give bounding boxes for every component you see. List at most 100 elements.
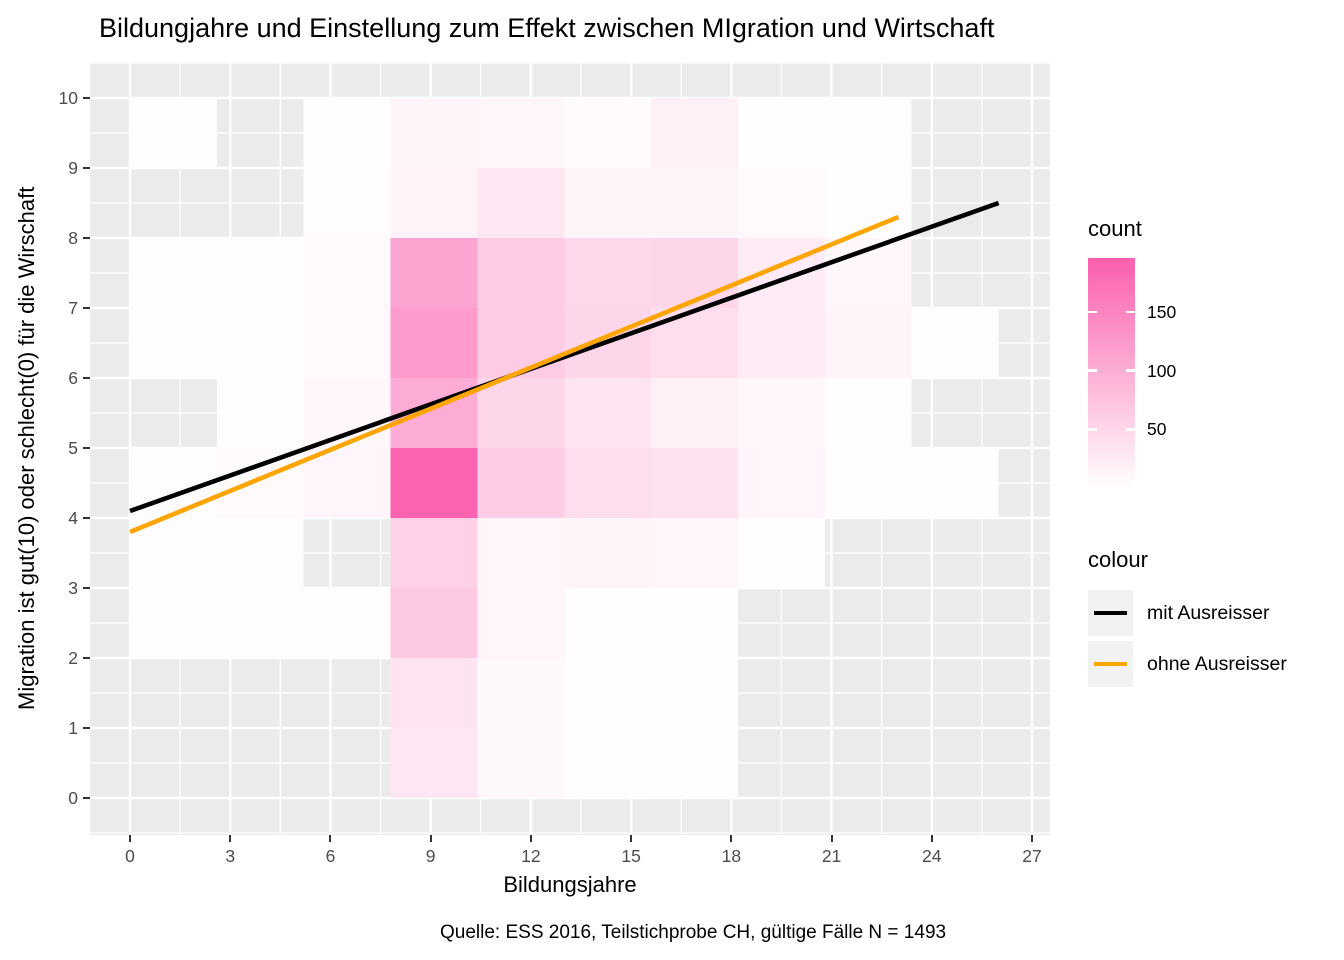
x-axis-tick-label: 9 (425, 846, 436, 866)
heatmap-tile (130, 518, 217, 588)
heatmap-tile (911, 308, 999, 378)
legend-count-tick-label: 100 (1147, 360, 1177, 381)
heatmap-tile (738, 238, 825, 308)
heatmap-tile (651, 518, 739, 588)
heatmap-panel (90, 62, 1050, 835)
heatmap-tile (651, 378, 739, 448)
y-axis-tick-label: 0 (68, 788, 78, 808)
heatmap-tile (564, 728, 652, 798)
legend-gradient-tick (1088, 369, 1097, 372)
legend-gradient-tick (1126, 428, 1135, 431)
heatmap-tile (564, 238, 652, 308)
heatmap-tile (303, 308, 391, 378)
x-axis-tick (1030, 835, 1033, 842)
y-axis-tick-label: 9 (68, 158, 78, 178)
heatmap-tile (390, 308, 478, 378)
heatmap-tile (738, 518, 825, 588)
heatmap-tile (303, 378, 391, 448)
y-axis-title: Migration ist gut(10) oder schlecht(0) f… (14, 186, 39, 711)
heatmap-tile (216, 518, 304, 588)
chart-caption: Quelle: ESS 2016, Teilstichprobe CH, gül… (440, 922, 947, 943)
y-axis-tick (83, 657, 90, 659)
heatmap-tile (477, 448, 565, 518)
trend-line-ohne-ausreisser (129, 214, 900, 535)
y-axis-tick (83, 97, 90, 99)
y-axis-tick (83, 587, 90, 589)
legend-key-ohne-ausreisser (1088, 641, 1133, 687)
heatmap-tile (130, 588, 217, 658)
heatmap-tile (390, 98, 478, 168)
heatmap-tile (564, 378, 652, 448)
heatmap-tile (564, 518, 652, 588)
legend-gradient-bar (1088, 258, 1135, 488)
legend-label-ohne-ausreisser: ohne Ausreisser (1147, 653, 1287, 675)
chart-title: Bildungjahre und Einstellung zum Effekt … (99, 13, 995, 43)
heatmap-tile (738, 168, 825, 238)
x-axis-tick-label: 21 (821, 846, 842, 866)
x-axis-tick-label: 3 (225, 846, 236, 866)
legend-gradient-tick (1088, 310, 1097, 314)
heatmap-tile (651, 728, 739, 798)
heatmap-tile (738, 98, 825, 168)
y-axis-tick-label: 3 (68, 578, 78, 598)
heatmap-tile (824, 98, 912, 168)
heatmap-tile (738, 378, 825, 448)
heatmap-tile (911, 448, 999, 518)
heatmap-tile (651, 238, 739, 308)
heatmap-tile (651, 658, 739, 728)
heatmap-tile (390, 238, 478, 308)
x-axis-title: Bildungsjahre (503, 872, 637, 897)
heatmap-tile (130, 98, 217, 168)
heatmap-tile (651, 448, 739, 518)
heatmap-tile (824, 308, 912, 378)
y-axis-tick (83, 517, 90, 519)
y-axis-tick-label: 1 (68, 718, 78, 738)
x-axis-tick (930, 835, 933, 842)
heatmap-tile (130, 308, 217, 378)
heatmap-tile (477, 238, 565, 308)
heatmap-tile (651, 588, 739, 658)
x-axis-tick (730, 835, 733, 842)
heatmap-tile (216, 588, 304, 658)
heatmap-tile (651, 168, 739, 238)
heatmap-tile (564, 98, 652, 168)
heatmap-tile (216, 238, 304, 308)
heatmap-tile (216, 308, 304, 378)
x-axis-tick (830, 835, 833, 842)
heatmap-tile (216, 448, 304, 518)
y-axis-tick-label: 2 (68, 648, 78, 668)
heatmap-tile (303, 168, 391, 238)
y-axis-tick-label: 4 (68, 508, 78, 528)
heatmap-tile (390, 658, 478, 728)
x-axis-tick-label: 6 (325, 846, 336, 866)
y-axis-tick (83, 797, 90, 799)
heatmap-tile (390, 728, 478, 798)
x-axis-tick-label: 24 (922, 846, 942, 866)
heatmap-tile (564, 588, 652, 658)
legend-label-mit-ausreisser: mit Ausreisser (1147, 602, 1270, 624)
heatmap-tile (390, 168, 478, 238)
heatmap-tile (651, 98, 739, 168)
heatmap-tile (477, 728, 565, 798)
legend-count-tick-label: 150 (1147, 301, 1177, 322)
trend-line-mit-ausreisser (129, 200, 1000, 514)
heatmap-tile (303, 588, 391, 658)
orange-line-swatch (1094, 661, 1127, 667)
x-axis-tick-label: 18 (721, 846, 742, 866)
heatmap-tile (390, 518, 478, 588)
heatmap-tile (477, 518, 565, 588)
heatmap-tile (564, 448, 652, 518)
black-line-swatch (1094, 610, 1127, 616)
x-axis-tick-label: 12 (521, 846, 541, 866)
heatmap-tile (651, 308, 739, 378)
x-axis-tick-label: 27 (1022, 846, 1042, 866)
x-axis-tick (529, 835, 532, 842)
x-axis-tick (329, 835, 332, 842)
heatmap-tile (390, 588, 478, 658)
legend-gradient-tick (1088, 428, 1097, 431)
y-axis-tick-label: 5 (68, 438, 78, 458)
y-axis-tick-label: 6 (68, 368, 78, 388)
y-axis-tick (83, 377, 90, 379)
heatmap-tile (303, 98, 391, 168)
legend-count-title: count (1088, 216, 1142, 241)
